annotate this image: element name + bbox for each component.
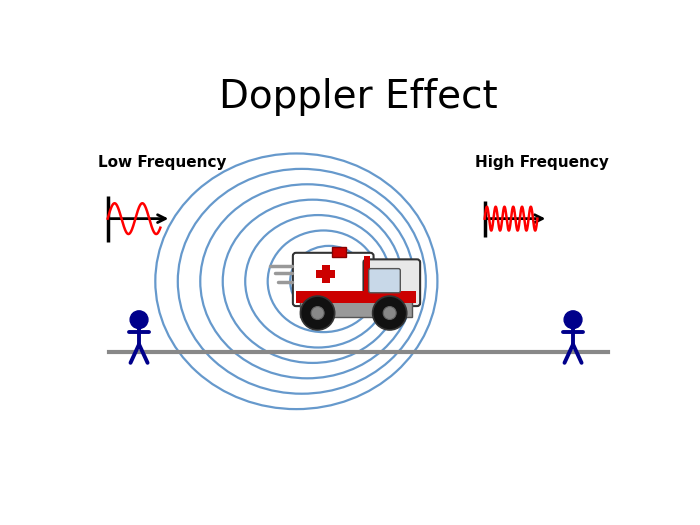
Text: Low Frequency: Low Frequency [98, 154, 227, 170]
FancyBboxPatch shape [363, 259, 420, 306]
Circle shape [564, 311, 582, 329]
Circle shape [130, 311, 148, 329]
FancyBboxPatch shape [369, 269, 400, 293]
Circle shape [300, 296, 335, 330]
Bar [296, 291, 416, 303]
Bar [316, 270, 335, 278]
Bar [322, 265, 330, 283]
Circle shape [311, 307, 324, 319]
Bar [332, 247, 346, 257]
FancyBboxPatch shape [293, 253, 374, 306]
Bar [364, 256, 370, 303]
Circle shape [372, 296, 407, 330]
Text: High Frequency: High Frequency [475, 154, 609, 170]
Bar [300, 301, 412, 317]
Text: Doppler Effect: Doppler Effect [219, 78, 498, 117]
Circle shape [383, 307, 396, 319]
